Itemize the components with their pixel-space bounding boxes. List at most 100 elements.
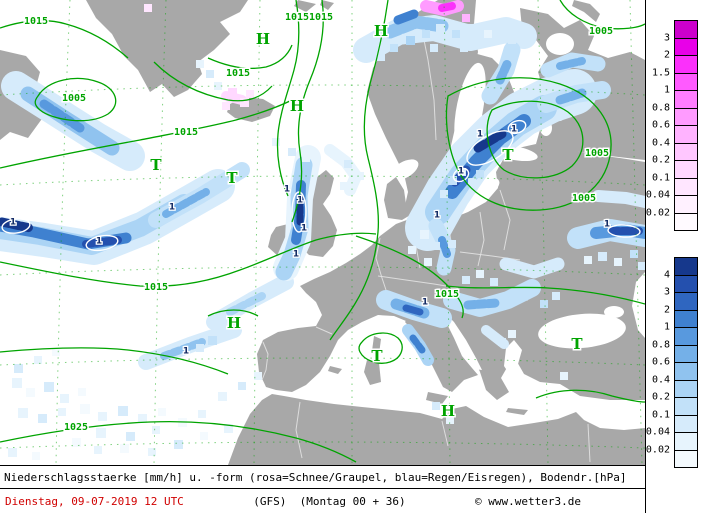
lat-lon-grid [0,0,646,466]
rain-cell [272,138,280,146]
valid-datetime: Dienstag, 09-07-2019 12 UTC [5,495,184,508]
rain-cell [60,394,69,403]
snow-swatch [675,212,697,230]
rain-cell [200,432,208,440]
rain-swatch [675,292,697,310]
snow-swatch [675,21,697,38]
rain-cell [158,408,166,416]
rain-cell [408,246,416,254]
white-sea [546,33,574,55]
rain-cell [462,276,470,284]
legend-column: 3 2 1.5 1 0.8 0.6 0.4 0.2 0.1 0.04 0.02 4 3 2 1 0.8 0.6… [646,0,704,513]
rain-cell [356,172,364,180]
rain-cell [38,414,47,423]
precipitation-contours [1,119,641,252]
rain-cell [58,408,66,416]
map-title: Niederschlagsstaerke [mm/h] u. -form (ro… [0,466,645,489]
rain-band [409,334,426,354]
rain-swatch [675,362,697,380]
caspian-sea [632,272,645,338]
rain-swatch [675,309,697,327]
rain-swatch [675,379,697,397]
landmass-greenland [86,0,248,97]
rain-cell [118,406,128,416]
rain-cell [224,424,233,433]
copyright: © www.wetter3.de [475,495,581,508]
snow-scale-value: 0.4 [651,137,670,148]
aegean-sea [504,340,522,378]
heavy-precip-contour [607,224,641,238]
model-run-info: (GFS) (Montag 00 + 36) [253,495,406,508]
rain-cell [96,428,106,438]
snow-scale-value: 1 [663,84,670,96]
rain-cell [138,414,147,423]
rain-cell [552,292,560,300]
rain-swatch [675,397,697,415]
rain-band [0,217,35,233]
rain-cell [196,60,204,68]
rain-scale-value: 0.2 [651,391,670,403]
snow-cell [462,14,470,22]
isobars [0,0,646,463]
rain-cell [422,30,430,38]
rain-band [383,15,449,39]
rain-cell [302,154,310,162]
rain-cell [32,452,40,460]
rain-cell [330,150,338,158]
rain-cell [614,258,622,266]
rain-cell [178,418,187,427]
sea-of-azov [604,306,624,318]
rain-swatch [675,449,697,467]
precipitation-cells [8,4,646,460]
rain-cell [508,330,516,338]
rain-cell [44,382,54,392]
rain-scale-value: 0.6 [651,356,670,368]
snow-scale-value: 2 [663,49,670,61]
landmass-novaya-zemlya [572,0,600,22]
heavy-precip-contour [85,234,119,252]
high-pressure-center: H [256,30,270,48]
rain-scale-value: 4 [663,269,670,280]
rain-cell [458,168,466,176]
snow-scale-value: 1.5 [651,67,670,78]
snow-swatch [675,90,697,108]
rain-cell [254,372,262,380]
snow-band [438,2,456,12]
rain-cell [340,182,348,190]
rain-scale-value: 0.02 [645,444,670,455]
rain-scale-value: 3 [663,286,670,298]
rain-cell [436,24,445,33]
snow-cell [222,102,230,110]
black-sea [538,313,626,349]
rain-cell [198,410,206,418]
rain-cell [98,412,107,421]
rain-cell [406,36,415,45]
rain-cell [72,438,81,447]
precipitation-bands [0,0,656,370]
gulf-of-bothnia [454,62,486,150]
rain-cell [218,392,227,401]
island-sardinia [364,360,381,385]
pressure-label: 1015 [285,12,309,23]
rain-cell [498,338,506,346]
snow-swatch [675,55,697,73]
rain-cell [208,336,217,345]
rain-cell [468,24,477,33]
snow-scale-value: 0.2 [651,154,670,166]
rain-cell [476,170,484,178]
rain-cell [584,256,592,264]
snow-swatch [675,177,697,195]
snow-cell [144,4,152,12]
rain-swatch [675,344,697,362]
pressure-label: 1015 [309,12,333,23]
rain-cell [52,348,60,356]
rain-cell [376,52,385,61]
rain-cell [476,270,484,278]
snow-cell [240,98,249,107]
rain-cell [148,448,156,456]
adriatic-sea [442,310,482,370]
rain-band [555,88,587,105]
landmass-scandinavia [367,0,478,220]
snow-scale-value: 0.8 [651,102,670,113]
